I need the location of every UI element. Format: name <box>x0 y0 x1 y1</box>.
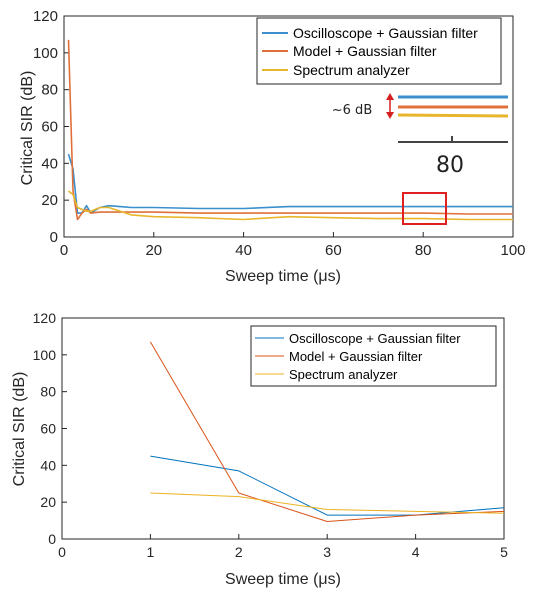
bottom-legend-label: Model + Gaussian filter <box>289 349 423 364</box>
y-tick-label: 0 <box>48 531 56 547</box>
y-tick-label: 0 <box>50 229 58 246</box>
y-tick-label: 100 <box>33 45 58 62</box>
bottom-x-axis-label: Sweep time (μs) <box>225 571 341 588</box>
y-tick-label: 40 <box>41 155 58 172</box>
bottom-axes: 0 20 40 60 80 100 120 0 1 2 3 4 5 <box>33 310 508 560</box>
top-legend-label: Oscilloscope + Gaussian filter <box>293 25 478 41</box>
y-tick-label: 120 <box>33 8 58 25</box>
series-line-oscilloscope-gaussian-filter <box>150 455 505 516</box>
bottom-y-axis-label: Critical SIR (dB) <box>11 372 28 487</box>
top-x-axis-label: Sweep time (μs) <box>225 268 341 285</box>
zoom-inset: ~6 dB 80 <box>332 93 509 178</box>
y-tick-label: 60 <box>40 421 56 437</box>
top-y-axis-label: Critical SIR (dB) <box>19 71 36 186</box>
x-tick-label: 100 <box>500 242 525 259</box>
y-tick-label: 40 <box>40 457 56 473</box>
x-tick-label: 0 <box>60 242 68 259</box>
series-line-model-gaussian-filter <box>67 39 513 221</box>
zoom-highlight-box <box>402 192 447 225</box>
bottom-series-group <box>149 341 505 522</box>
top-axes: 0 20 40 60 80 100 120 0 20 40 60 80 100 <box>33 8 526 259</box>
x-tick-label: 0 <box>58 544 66 560</box>
top-legend-label: Spectrum analyzer <box>293 62 410 78</box>
y-tick-label: 80 <box>41 82 58 99</box>
series-line-model-gaussian-filter <box>149 341 505 522</box>
x-tick-label: 4 <box>412 544 420 560</box>
top-legend: Oscilloscope + Gaussian filter Model + G… <box>256 17 502 85</box>
top-chart: 0 20 40 60 80 100 120 0 20 40 60 80 100 Sweep time (… <box>19 8 526 285</box>
top-legend-label: Model + Gaussian filter <box>293 43 437 59</box>
inset-double-arrow <box>386 93 394 119</box>
inset-annotation: ~6 dB <box>332 103 372 118</box>
x-tick-label: 3 <box>323 544 331 560</box>
x-tick-label: 5 <box>500 544 508 560</box>
x-tick-label: 40 <box>235 242 252 259</box>
bottom-legend-box <box>250 325 497 387</box>
bottom-legend-label: Spectrum analyzer <box>289 367 398 382</box>
x-tick-label: 60 <box>325 242 342 259</box>
x-tick-label: 2 <box>235 544 243 560</box>
y-tick-label: 20 <box>40 494 56 510</box>
inset-line-spectrum <box>397 113 509 118</box>
y-tick-label: 20 <box>41 192 58 209</box>
x-tick-label: 1 <box>147 544 155 560</box>
y-tick-label: 100 <box>33 347 57 363</box>
y-tick-label: 120 <box>33 310 57 326</box>
series-line-spectrum-analyzer <box>150 492 505 514</box>
x-tick-label: 80 <box>415 242 432 259</box>
y-tick-label: 80 <box>40 384 56 400</box>
top-series-group <box>67 39 513 221</box>
inset-tick-label: 80 <box>436 153 464 178</box>
x-tick-label: 20 <box>145 242 162 259</box>
top-legend-box <box>256 17 502 85</box>
series-line-spectrum-analyzer <box>68 190 513 221</box>
bottom-chart: 0 20 40 60 80 100 120 0 1 2 3 4 5 Sweep time (μs) Cr… <box>11 310 508 588</box>
bottom-legend-label: Oscilloscope + Gaussian filter <box>289 331 461 346</box>
bottom-legend: Oscilloscope + Gaussian filter Model + G… <box>250 325 497 387</box>
y-tick-label: 60 <box>41 119 58 136</box>
